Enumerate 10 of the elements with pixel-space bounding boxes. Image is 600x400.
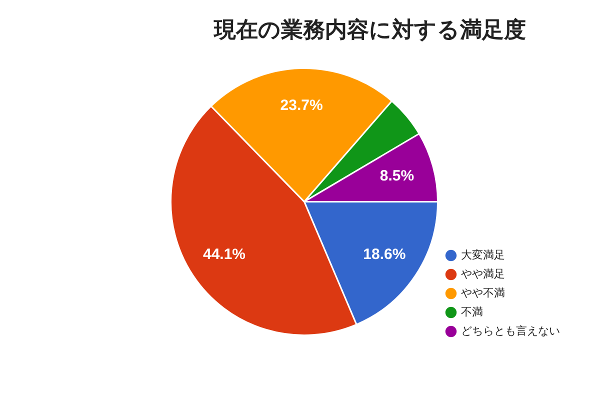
chart-title: 現在の業務内容に対する満足度 <box>213 16 526 43</box>
data-label: 18.6% <box>363 246 406 263</box>
legend-label: やや満足 <box>461 267 505 280</box>
data-label: 8.5% <box>380 167 414 184</box>
data-label: 44.1% <box>202 246 246 264</box>
legend-label: 不満 <box>461 305 483 318</box>
legend-label: やや不満 <box>461 286 505 300</box>
data-label: 23.7% <box>280 96 323 114</box>
legend-label: どちらとも言えない <box>461 324 560 338</box>
legend-label: 大変満足 <box>461 248 505 262</box>
